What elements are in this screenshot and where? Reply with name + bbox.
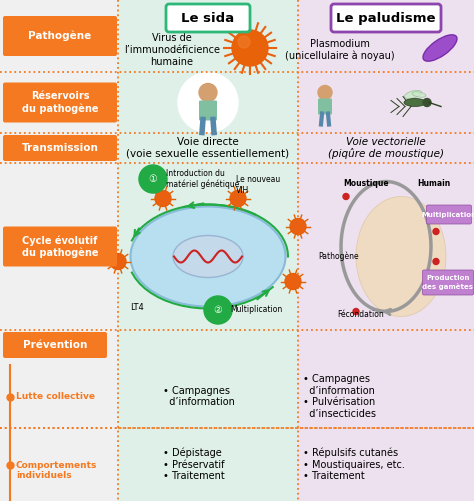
FancyBboxPatch shape [3,16,117,56]
Circle shape [353,309,359,315]
FancyBboxPatch shape [3,332,107,358]
Text: Pathogène: Pathogène [318,252,359,261]
Text: Production
des gamètes: Production des gamètes [422,276,474,290]
Circle shape [318,86,332,100]
Circle shape [232,30,268,66]
Ellipse shape [130,206,285,307]
Text: Comportements
individuels: Comportements individuels [16,460,97,480]
FancyBboxPatch shape [166,4,250,32]
Text: Voie vectorielle
(piqûre de moustique): Voie vectorielle (piqûre de moustique) [328,137,444,159]
Circle shape [199,84,217,102]
FancyBboxPatch shape [3,83,117,123]
Bar [118,0,298,501]
Circle shape [423,99,431,107]
Circle shape [290,218,306,234]
FancyBboxPatch shape [318,99,332,115]
Text: • Campagnes
  d’information
• Pulvérisation
  d’insecticides: • Campagnes d’information • Pulvérisatio… [303,374,376,419]
Circle shape [238,36,250,48]
Ellipse shape [423,35,457,61]
Ellipse shape [173,235,243,278]
FancyBboxPatch shape [427,205,472,224]
Text: Multiplication: Multiplication [421,211,474,217]
Text: Réservoirs
du pathogène: Réservoirs du pathogène [22,91,98,114]
Text: LT4: LT4 [130,304,144,313]
Text: Le paludisme: Le paludisme [336,12,436,25]
FancyBboxPatch shape [3,135,117,161]
Ellipse shape [412,92,426,97]
Text: Le sida: Le sida [182,12,235,25]
Ellipse shape [404,90,422,99]
FancyBboxPatch shape [199,101,217,121]
Circle shape [285,274,301,290]
Circle shape [343,193,349,199]
FancyBboxPatch shape [3,226,117,267]
Text: ①: ① [149,174,157,184]
Text: Voie directe
(voie sexuelle essentiellement): Voie directe (voie sexuelle essentiellem… [127,137,290,159]
Circle shape [155,190,171,206]
Text: Le nouveau
VIH: Le nouveau VIH [236,175,280,195]
Circle shape [230,190,246,206]
Bar [298,0,474,501]
Text: • Dépistage
• Préservatif
• Traitement: • Dépistage • Préservatif • Traitement [163,448,225,481]
Text: ②: ② [214,305,222,315]
Circle shape [178,73,238,132]
Circle shape [433,228,439,234]
Text: Prévention: Prévention [23,340,87,350]
Text: • Répulsifs cutanés
• Moustiquaires, etc.
• Traitement: • Répulsifs cutanés • Moustiquaires, etc… [303,448,405,481]
FancyBboxPatch shape [422,270,474,295]
Text: Multiplication: Multiplication [230,306,282,315]
Text: Pathogène: Pathogène [28,31,91,41]
Circle shape [110,254,126,270]
Text: Plasmodium
(unicellulaire à noyau): Plasmodium (unicellulaire à noyau) [285,39,395,61]
Circle shape [433,259,439,265]
Text: • Campagnes
  d’information: • Campagnes d’information [163,386,235,407]
Text: Introduction du
matériel génétique: Introduction du matériel génétique [166,169,239,189]
Text: Virus de
l’immunodéficience
humaine: Virus de l’immunodéficience humaine [124,34,220,67]
Ellipse shape [356,196,446,317]
FancyBboxPatch shape [331,4,441,32]
Text: Humain: Humain [418,178,451,187]
Text: Fécondation: Fécondation [337,310,384,319]
Text: Lutte collective: Lutte collective [16,392,95,401]
Text: Cycle évolutif
du pathogène: Cycle évolutif du pathogène [22,235,98,258]
Ellipse shape [404,99,426,107]
Text: Moustique: Moustique [343,178,389,187]
Text: Transmission: Transmission [21,143,99,153]
